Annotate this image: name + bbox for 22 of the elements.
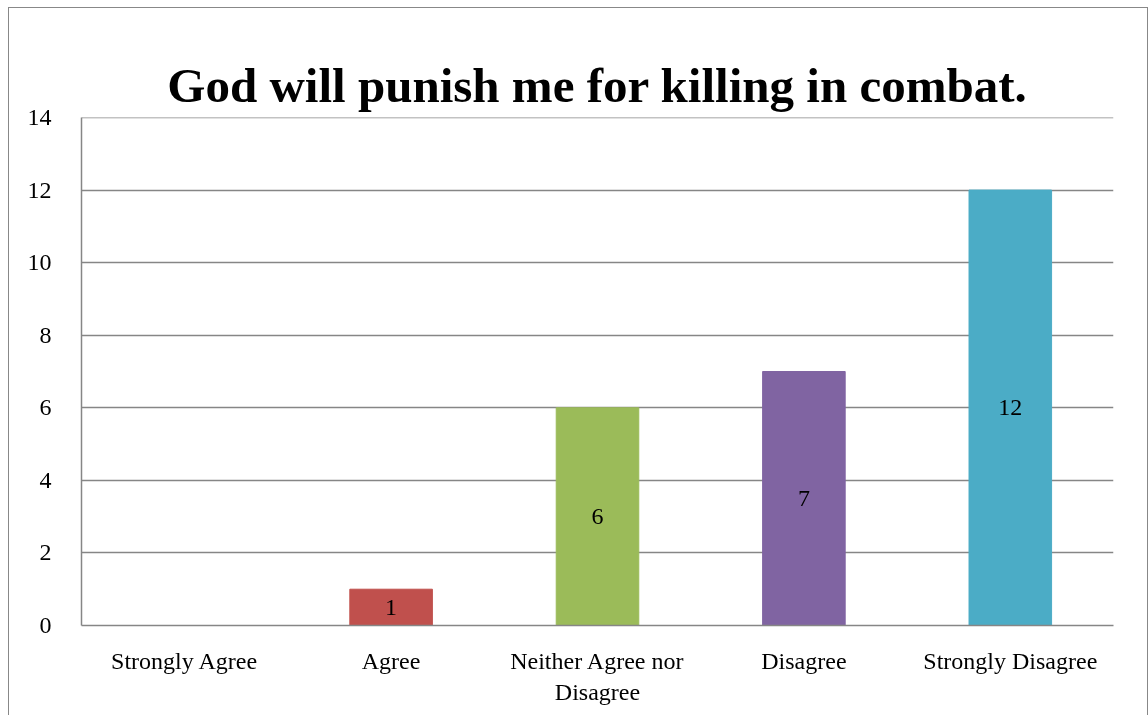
bar [968,189,1053,626]
y-tick-label: 0 [39,612,52,638]
data-label: 12 [998,394,1023,421]
x-tick-label: Agree [361,647,421,674]
y-tick-label: 14 [27,104,52,130]
y-tick-label: 4 [39,466,52,493]
x-tick-label: Strongly Agree [111,647,258,674]
data-label: 1 [385,593,398,620]
bar [762,371,846,626]
y-tick-label: 10 [27,249,52,276]
y-tick-label: 12 [27,176,52,203]
chart-title: God will punish me for killing in combat. [167,57,1027,113]
x-tick-label: Neither Agree nor Disagree [510,647,684,705]
bar [555,407,640,626]
y-tick-label: 2 [39,539,52,566]
y-tick-label: 8 [39,321,52,348]
bar [349,588,433,626]
y-tick-label: 6 [39,394,52,421]
data-label: 7 [797,485,810,511]
x-tick-label: Strongly Disagree [923,647,1098,674]
x-tick-label: Disagree [761,647,847,674]
data-label: 6 [591,503,604,530]
